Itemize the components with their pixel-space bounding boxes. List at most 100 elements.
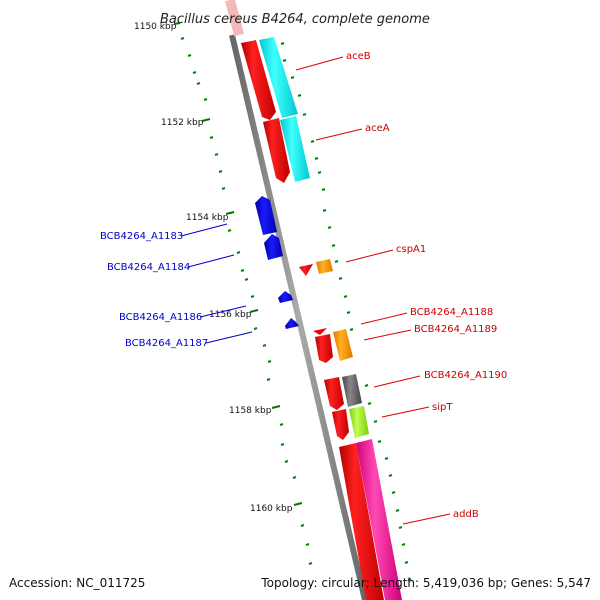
gc-dot <box>292 476 297 479</box>
gc-dot <box>290 76 295 79</box>
gene-label-sipT[interactable]: sipT <box>432 402 453 413</box>
gene-label-BCB4264_A1189[interactable]: BCB4264_A1189 <box>414 324 497 335</box>
gene-BCB4264_A1187-arrow[interactable] <box>285 318 299 329</box>
gc-dot <box>253 327 258 330</box>
gene-label-BCB4264_A1184[interactable]: BCB4264_A1184 <box>107 262 190 273</box>
gc-dot <box>388 474 393 477</box>
cog-block-aceB <box>259 37 298 118</box>
scale-track: 1150 kbp 1152 kbp 1154 kbp 1156 kbp 1158… <box>134 22 303 514</box>
gc-dot <box>305 543 310 546</box>
gc-dot <box>266 378 271 381</box>
gc-dot <box>334 260 339 263</box>
gc-dot <box>377 440 382 443</box>
gc-dot <box>327 226 332 229</box>
gc-dot <box>346 311 351 314</box>
gene-label-cspA1[interactable]: cspA1 <box>396 244 426 255</box>
cog-block-sipT <box>349 406 369 438</box>
scale-label: 1150 kbp <box>134 22 177 32</box>
gc-dot <box>331 244 336 247</box>
cog-block-cspA1 <box>316 259 333 274</box>
gc-dot <box>398 526 403 529</box>
gc-dot <box>192 71 197 74</box>
gc-dot <box>317 171 322 174</box>
gc-dot <box>395 509 400 512</box>
gc-dot <box>250 295 255 298</box>
scale-label: 1152 kbp <box>161 118 204 128</box>
scale-tick-1160: 1160 kbp <box>250 502 303 514</box>
gc-dot <box>280 42 285 45</box>
genome-summary-text: Topology: circular; Length: 5,419,036 bp… <box>260 576 591 590</box>
gene-label-aceB[interactable]: aceB <box>346 51 371 62</box>
gc-dot <box>240 269 245 272</box>
cog-block-BCB4264_A1190 <box>342 374 362 407</box>
gc-dot <box>373 420 378 423</box>
gc-dot <box>236 251 241 254</box>
gene-labels: aceB aceA cspA1 BCB4264_A1188 BCB4264_A1… <box>100 51 507 520</box>
gc-dot <box>404 561 409 564</box>
forward-gene-track <box>241 40 384 600</box>
genome-backbone <box>229 34 368 600</box>
gc-dot <box>310 140 315 143</box>
gc-dot <box>343 295 348 298</box>
gene-addB-arrow[interactable] <box>339 443 384 600</box>
gene-aceB-arrow[interactable] <box>241 40 276 120</box>
scale-label: 1156 kbp <box>209 310 252 320</box>
gc-dot <box>218 170 223 173</box>
gc-dot <box>384 457 389 460</box>
gene-label-BCB4264_A1186[interactable]: BCB4264_A1186 <box>119 312 202 323</box>
gc-dot <box>407 578 412 581</box>
scale-label: 1158 kbp <box>229 406 272 416</box>
gc-dot <box>262 344 267 347</box>
cog-block-BCB4264_A1189 <box>333 329 353 361</box>
gc-dot <box>321 188 326 191</box>
gc-content-track <box>180 37 412 581</box>
gc-dot <box>187 54 192 57</box>
gene-label-BCB4264_A1183[interactable]: BCB4264_A1183 <box>100 231 183 242</box>
gc-dot <box>391 491 396 494</box>
scale-tick-1154: 1154 kbp <box>186 211 235 223</box>
gc-dot <box>314 157 319 160</box>
scale-tick-1156: 1156 kbp <box>209 309 259 320</box>
scale-tick-1152: 1152 kbp <box>161 118 211 128</box>
forward-cog-track <box>259 37 402 600</box>
gene-label-addB[interactable]: addB <box>453 509 479 520</box>
map-title: Bacillus cereus B4264, complete genome <box>160 12 430 27</box>
reverse-gene-track <box>255 196 299 329</box>
gene-label-BCB4264_A1190[interactable]: BCB4264_A1190 <box>424 370 507 381</box>
gene-BCB4264_A1184-arrow[interactable] <box>264 234 283 260</box>
gene-BCB4264_A1190-arrow[interactable] <box>324 377 344 410</box>
gc-dot <box>227 229 232 232</box>
gc-dot <box>196 82 201 85</box>
gc-dot <box>297 94 302 97</box>
gc-dot <box>322 209 327 212</box>
gc-dot <box>209 136 214 139</box>
gc-dot <box>401 543 406 546</box>
gene-BCB4264_A1189-arrow[interactable] <box>315 334 333 363</box>
gene-BCB4264_A1188-arrow[interactable] <box>313 328 327 335</box>
gc-dot <box>367 402 372 405</box>
gc-dot <box>308 562 313 565</box>
gc-dot <box>180 37 185 40</box>
accession-text: Accession: NC_011725 <box>9 576 145 590</box>
gene-aceA-arrow[interactable] <box>263 118 290 183</box>
gc-dot <box>349 328 354 331</box>
gene-label-aceA[interactable]: aceA <box>365 123 390 134</box>
scale-label: 1160 kbp <box>250 504 293 514</box>
cog-block-addB <box>356 439 402 600</box>
faded-top-gene <box>225 0 244 37</box>
gene-label-BCB4264_A1187[interactable]: BCB4264_A1187 <box>125 338 208 349</box>
gene-label-BCB4264_A1188[interactable]: BCB4264_A1188 <box>410 307 493 318</box>
gc-dot <box>221 187 226 190</box>
gene-BCB4264_A1186-arrow[interactable] <box>278 291 293 303</box>
gc-dot <box>302 113 307 116</box>
gc-dot <box>244 278 249 281</box>
gene-cspA1-arrow[interactable] <box>299 264 313 276</box>
gene-sipT-arrow[interactable] <box>332 409 349 440</box>
scale-tick-1150: 1150 kbp <box>134 22 181 32</box>
gc-dot <box>203 98 208 101</box>
gene-label-leaders <box>180 56 451 525</box>
gene-BCB4264_A1183-arrow[interactable] <box>255 196 277 235</box>
scale-tick-1158: 1158 kbp <box>229 405 281 416</box>
gc-dot <box>267 360 272 363</box>
